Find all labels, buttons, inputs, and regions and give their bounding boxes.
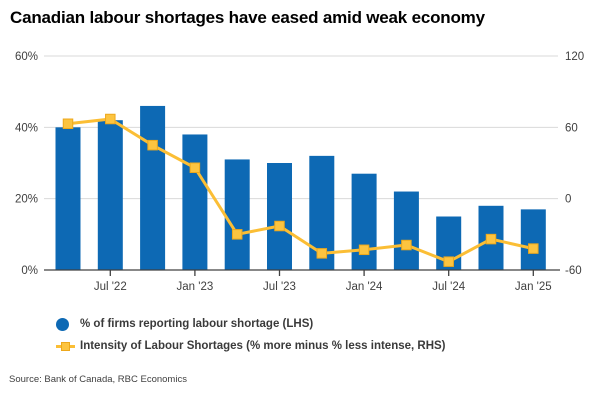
- bar: [55, 127, 81, 270]
- legend-label-line-series: Intensity of Labour Shortages (% more mi…: [80, 340, 446, 352]
- square-marker: [443, 256, 454, 267]
- square-line-icon: [56, 341, 75, 351]
- left-axis-tick-label: 40%: [15, 122, 38, 134]
- left-axis-tick-label: 60%: [15, 51, 38, 63]
- intensity-line: [67, 117, 534, 264]
- source-note: Source: Bank of Canada, RBC Economics: [9, 374, 187, 385]
- bar: [97, 120, 123, 270]
- square-marker: [401, 239, 412, 251]
- legend-item-bar-series: % of firms reporting labour shortage (LH…: [56, 313, 446, 335]
- right-axis-tick-label: 0: [565, 194, 571, 206]
- x-axis-tick-label: Jul '23: [263, 281, 296, 293]
- x-axis-tick-label: Jan '23: [177, 281, 214, 293]
- chart-title: Canadian labour shortages have eased ami…: [10, 8, 485, 27]
- circle-icon: [56, 317, 69, 331]
- square-marker: [316, 248, 328, 259]
- right-axis-tick-label: 120: [565, 51, 584, 63]
- legend-square-marker: [61, 341, 70, 351]
- legend-marker-wrap: [56, 341, 78, 351]
- square-marker: [485, 233, 497, 245]
- square-marker: [105, 113, 116, 125]
- bar: [182, 134, 208, 270]
- left-axis-tick-label: 0%: [21, 265, 38, 277]
- bar: [520, 209, 546, 270]
- right-axis-tick-label: -60: [565, 265, 582, 277]
- left-axis-tick-label: 20%: [15, 194, 38, 206]
- square-marker: [62, 118, 74, 130]
- bar: [267, 163, 292, 270]
- bar: [224, 159, 250, 270]
- square-marker: [231, 229, 243, 240]
- bar: [351, 173, 377, 270]
- square-marker: [147, 139, 158, 151]
- x-axis-tick-label: Jan '25: [515, 281, 552, 293]
- legend-marker-wrap: [56, 317, 78, 331]
- square-marker: [528, 243, 539, 254]
- right-axis-tick-label: 60: [565, 122, 578, 134]
- bar: [393, 191, 419, 270]
- square-marker: [274, 220, 285, 232]
- bar: [140, 105, 166, 270]
- x-axis-tick-label: Jul '22: [94, 281, 127, 293]
- square-marker: [358, 244, 370, 256]
- legend-item-line-series: Intensity of Labour Shortages (% more mi…: [56, 335, 446, 357]
- legend: % of firms reporting labour shortage (LH…: [56, 313, 446, 357]
- x-axis-tick-label: Jan '24: [346, 281, 383, 293]
- square-marker: [189, 162, 201, 174]
- chart-plot-area: Jul '22 Jan '23 Jul '23 Jan '24 Jul '24 Jan '…: [15, 51, 584, 293]
- x-axis-tick-label: Jul '24: [432, 281, 465, 293]
- legend-label-bar-series: % of firms reporting labour shortage (LH…: [80, 318, 314, 330]
